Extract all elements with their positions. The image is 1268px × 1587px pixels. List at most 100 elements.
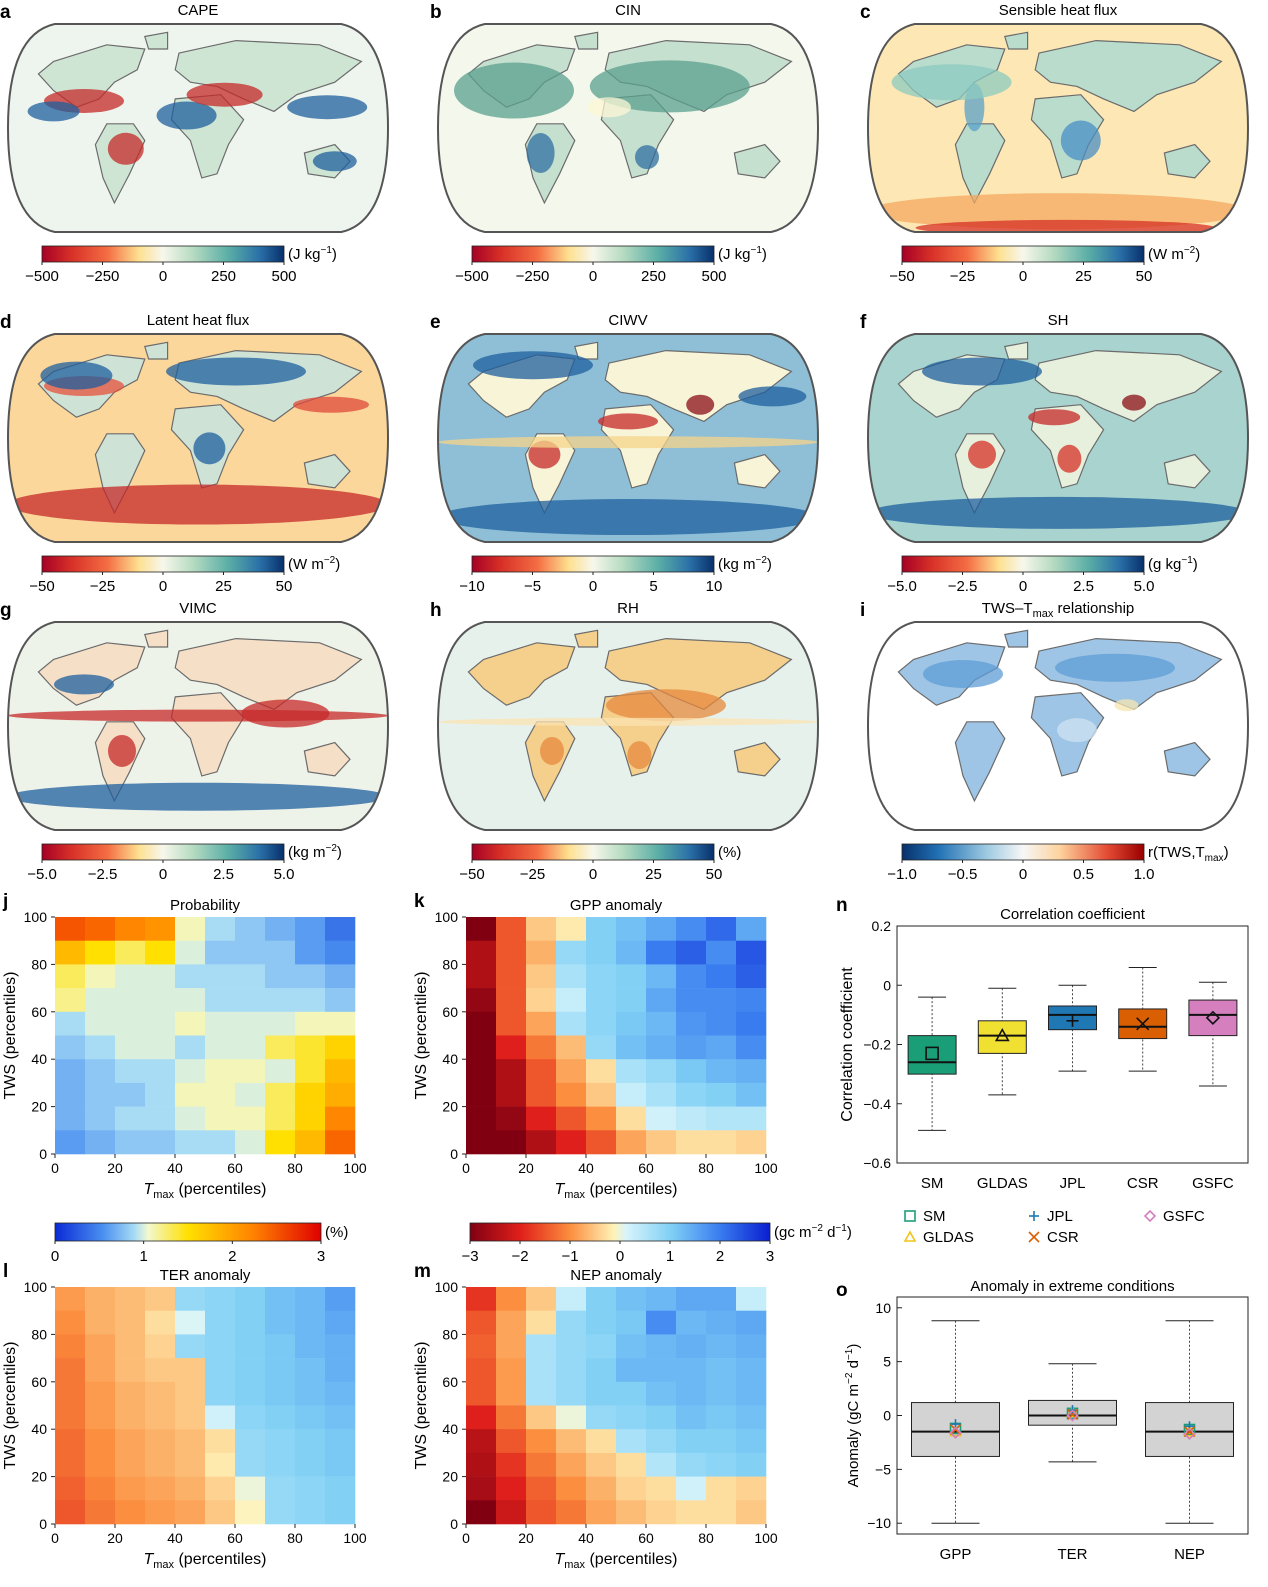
heatmap-cell-m (616, 1381, 647, 1406)
heatmap-cell-k (676, 1130, 707, 1155)
heatmap-cell-k (496, 940, 527, 965)
heatmap-cell-j (115, 1059, 146, 1084)
heatmap-cell-l (115, 1452, 146, 1477)
colorbar-unit-i: r(TWS,Tmax) (1148, 844, 1229, 864)
panel-letter-c: c (860, 2, 871, 23)
colorbar-tick-g: 5.0 (274, 866, 295, 883)
heatmap-cell-m (616, 1405, 647, 1430)
continent-h-5 (574, 629, 599, 648)
y-axis-label-l: TWS (percentiles) (2, 1341, 19, 1469)
heatmap-cell-m (736, 1405, 767, 1430)
panel-letter-g: g (0, 600, 12, 621)
legend-marker-GSFC (1143, 1209, 1157, 1223)
heatmap-cell-k (646, 1082, 677, 1107)
heatmap-cell-k (736, 917, 767, 941)
heatmap-cell-k (556, 1035, 587, 1060)
heatmap-cell-m (706, 1476, 737, 1501)
heatmap-cell-m (466, 1334, 497, 1359)
heatmap-cell-k (556, 1082, 587, 1107)
heatmap-cell-j (85, 1035, 116, 1060)
legend-marker-GLDAS (903, 1230, 917, 1242)
x-tick-o: NEP (1174, 1546, 1205, 1563)
heatmap-cell-m (586, 1452, 617, 1477)
heatmap-cell-m (496, 1452, 527, 1477)
map-anomaly-h-0 (606, 689, 726, 722)
heatmap-cell-l (235, 1405, 266, 1430)
map-panel-f: f SH (g kg−1) −5.0 −2.5 0 2.5 5.0 (860, 312, 1250, 595)
heatmap-cell-k (526, 1082, 557, 1107)
heatmap-cell-k (466, 988, 497, 1013)
heatmap-cell-m (466, 1381, 497, 1406)
mean-marker-GPP-GSFC (949, 1426, 962, 1439)
y-axis-label-j: TWS (percentiles) (2, 971, 19, 1099)
heatmap-cell-k (526, 940, 557, 965)
map-panel-b: b CIN (J kg−1) −500 −250 0 250 500 (430, 2, 820, 285)
map-anomaly-g-2 (241, 699, 330, 728)
colorbar-tick-b: 250 (641, 268, 666, 285)
heatmap-cell-m (736, 1452, 767, 1477)
heatmap-cell-k (706, 1059, 737, 1084)
heatmap-cell-m (706, 1334, 737, 1359)
map-anomaly-c-0 (868, 193, 1248, 230)
heatmap-cell-j (295, 1082, 326, 1107)
heatmap-cell-j (265, 1059, 296, 1084)
heatmap-panel-j: j Probability 0 20 40 60 80 100 0 20 40 60 80 100 Tmax… (2, 891, 367, 1201)
y-tick-m: 80 (442, 1326, 458, 1342)
heatmap-cell-l (265, 1476, 296, 1501)
heatmap-cell-l (295, 1381, 326, 1406)
colorbar-tick-h: −50 (459, 866, 484, 883)
heatmap-cell-l (295, 1358, 326, 1383)
heatmap-cell-j (265, 1130, 296, 1155)
heatmap-cell-l (85, 1405, 116, 1430)
heatmap-cell-k (526, 1130, 557, 1155)
heatmap-cell-j (235, 1011, 266, 1036)
heatmap-cell-k (526, 964, 557, 989)
heatmap-cell-l (325, 1358, 356, 1383)
heatmap-cell-m (736, 1429, 767, 1454)
heatmap-cell-l (85, 1500, 116, 1525)
y-tick-k: 80 (442, 956, 458, 972)
heatmap-cell-j (145, 1106, 176, 1131)
heatmap-cell-k (586, 917, 617, 941)
heatmap-cell-m (736, 1287, 767, 1311)
heatmap-title-k: GPP anomaly (570, 897, 663, 914)
heatmap-title-j: Probability (170, 897, 241, 914)
x-tick-j: 0 (51, 1160, 59, 1176)
heatmap-cell-k (616, 964, 647, 989)
boxplot-panel-n: n Correlation coefficient 0.2 0 −0.2 −0.4 −0.6… (836, 895, 1249, 1192)
heatmap-cell-l (265, 1358, 296, 1383)
heatmap-cell-j (55, 1082, 86, 1107)
heatmap-cell-k (496, 917, 527, 941)
heatmap-cell-l (145, 1429, 176, 1454)
map-anomaly-g-1 (8, 782, 388, 811)
heatmap-cell-m (676, 1500, 707, 1525)
heatmap-cell-j (115, 917, 146, 941)
heatmap-cell-j (55, 964, 86, 989)
mean-marker-TER-GSFC (1066, 1409, 1079, 1422)
heatmap-cell-l (175, 1500, 206, 1525)
heatmap-cell-j (235, 988, 266, 1013)
map-anomaly-b-0 (454, 62, 574, 119)
y-tick-n: −0.6 (863, 1155, 891, 1171)
map-field-b (438, 24, 818, 232)
map-outline-a (6, 23, 390, 233)
map-outline-g (6, 621, 390, 831)
map-field-i (868, 622, 1248, 830)
map-title-a: CAPE (178, 2, 219, 19)
heatmap-cell-j (55, 1011, 86, 1036)
heatmap-cell-j (235, 940, 266, 965)
heatmap-cell-j (235, 964, 266, 989)
heatmap-cell-m (706, 1358, 737, 1383)
heatmap-cell-j (235, 1082, 266, 1107)
heatmap-cell-k (706, 1035, 737, 1060)
colorbar-h (471, 843, 715, 861)
heatmap-cell-j (205, 1011, 236, 1036)
heatmap-cell-k (706, 1130, 737, 1155)
heatmap-cell-j (205, 1106, 236, 1131)
heatmap-cell-l (175, 1358, 206, 1383)
x-tick-n: GSFC (1192, 1175, 1234, 1192)
heatmap-cell-k (646, 1106, 677, 1131)
colorbar-tick-b: 500 (701, 268, 726, 285)
heatmap-cell-m (556, 1310, 587, 1335)
heatmap-cell-j (175, 1059, 206, 1084)
